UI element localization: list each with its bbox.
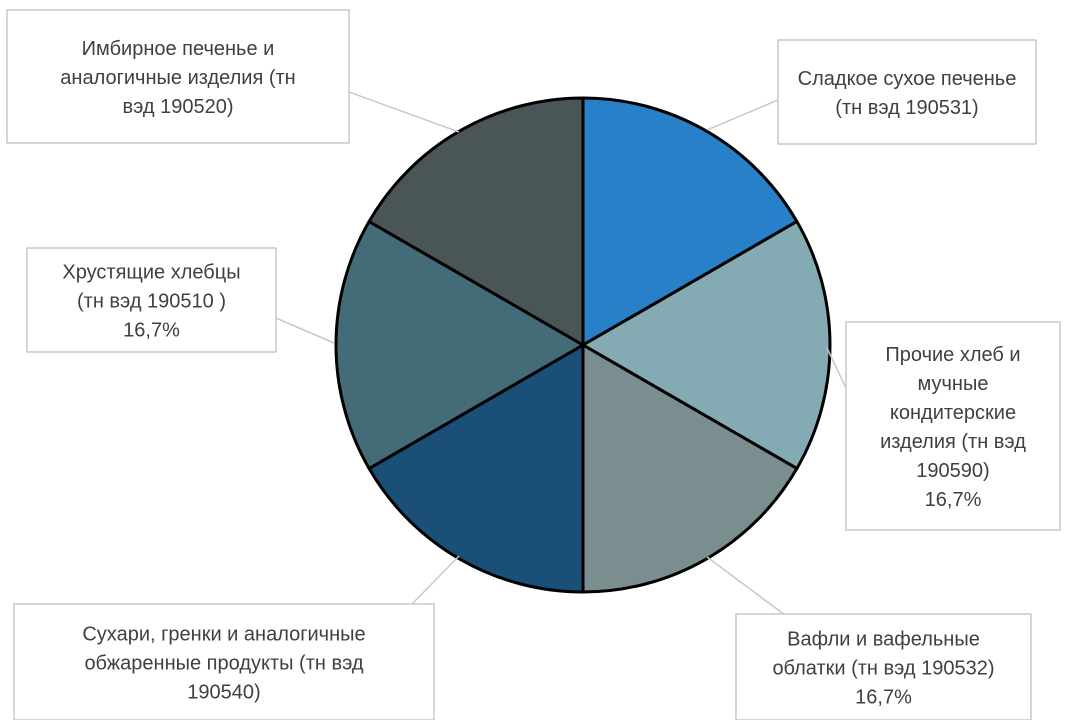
leader-line-4 — [409, 555, 460, 607]
slice-percent-label: 16,7% — [123, 319, 180, 341]
pie-slice-4 — [367, 343, 585, 594]
slice-category-label: Сухари, гренки и аналогичные — [82, 623, 365, 645]
slice-percent-label: 16,7% — [925, 489, 982, 511]
slice-category-label: вэд 190520) — [122, 96, 233, 118]
slice-category-label: Сладкое сухое печенье — [798, 68, 1017, 90]
slice-category-label: облатки (тн вэд 190532) — [772, 657, 994, 679]
slice-category-label: изделия (тн вэд — [880, 431, 1026, 453]
slice-category-label: обжаренные продукты (тн вэд — [84, 652, 363, 674]
leader-line-3 — [706, 556, 786, 616]
slice-category-label: Прочие хлеб и — [885, 344, 1020, 366]
slice-category-label: аналогичные изделия (тн — [60, 67, 295, 89]
slice-category-label: Хрустящие хлебцы — [62, 261, 240, 283]
label-box-5 — [26, 247, 277, 353]
slice-percent-label: 16,7% — [855, 686, 912, 708]
leader-line-6 — [337, 87, 460, 133]
pie-slice-1 — [581, 96, 799, 347]
leader-line-2 — [826, 347, 847, 389]
label-box-6 — [6, 9, 350, 144]
pie-slice-2 — [581, 220, 832, 470]
leader-line-1 — [706, 99, 779, 131]
slice-category-label: Вафли и вафельные — [787, 628, 980, 650]
slice-category-label: мучные — [918, 373, 989, 395]
slice-category-label: Имбирное печенье и — [82, 38, 275, 60]
slice-category-label: (тн вэд 190510 ) — [77, 290, 226, 312]
label-box-1 — [777, 39, 1037, 145]
slice-category-label: кондитерские — [890, 402, 1016, 424]
leader-line-5 — [275, 317, 335, 344]
label-box-4 — [13, 603, 435, 721]
slice-category-label: 190590) — [916, 460, 989, 482]
label-box-2 — [845, 321, 1061, 531]
pie-slice-5 — [334, 220, 585, 470]
slice-category-label: 190540) — [187, 681, 260, 703]
pie-slice-6 — [367, 96, 585, 347]
pie-slice-3 — [581, 343, 799, 594]
slice-category-label: (тн вэд 190531) — [835, 97, 978, 119]
